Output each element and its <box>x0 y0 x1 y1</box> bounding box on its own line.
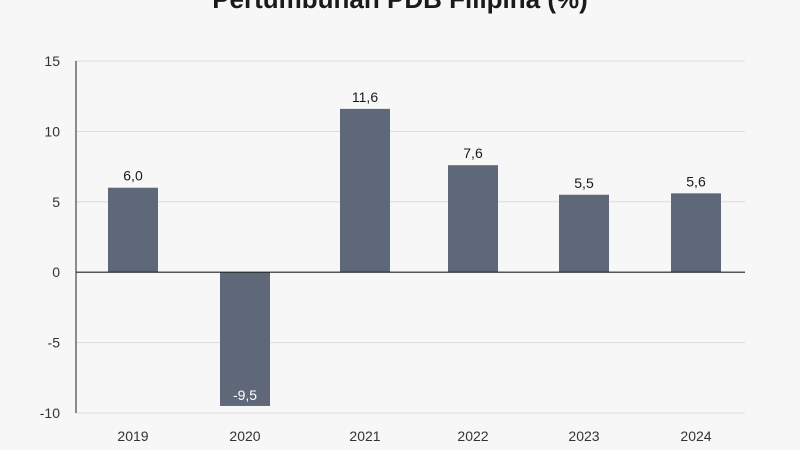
y-tick-label: 15 <box>44 53 60 69</box>
data-label-2021: 11,6 <box>352 89 378 105</box>
bars <box>108 108 721 406</box>
bar-2023 <box>559 194 609 273</box>
data-label-2024: 5,6 <box>686 173 706 189</box>
y-tick-label: -5 <box>48 335 61 351</box>
x-tick-label: 2022 <box>457 428 488 444</box>
y-tick-label: -10 <box>40 405 60 421</box>
bar-2021 <box>340 108 390 273</box>
y-tick-label: 0 <box>52 264 60 280</box>
x-tick-label: 2019 <box>117 428 148 444</box>
axes: 15 10 5 0 -5 -10 2019 2020 2021 2022 2023 2024 <box>40 53 745 444</box>
y-tick-label: 5 <box>52 194 60 210</box>
x-tick-label: 2023 <box>568 428 599 444</box>
data-labels: 6,0 -9,5 11,6 7,6 5,5 5,6 <box>123 89 706 403</box>
bar-2020 <box>220 272 270 406</box>
bar-2024 <box>671 193 721 273</box>
data-label-2023: 5,5 <box>574 175 594 191</box>
gridlines <box>76 60 745 414</box>
chart-title: Pertumbuhan PDB Filipina (%) <box>212 0 588 14</box>
x-tick-label: 2024 <box>680 428 711 444</box>
y-tick-label: 10 <box>44 123 60 139</box>
data-label-2020: -9,5 <box>233 387 257 403</box>
bar-2022 <box>448 165 498 273</box>
data-label-2022: 7,6 <box>463 145 483 161</box>
bar-2019 <box>108 187 158 273</box>
x-tick-label: 2020 <box>229 428 260 444</box>
data-label-2019: 6,0 <box>123 168 143 184</box>
x-tick-label: 2021 <box>349 428 380 444</box>
